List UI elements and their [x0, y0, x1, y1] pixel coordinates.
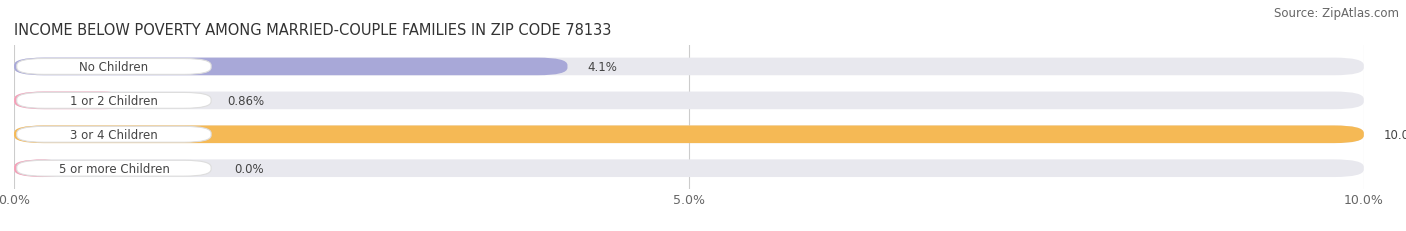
FancyBboxPatch shape: [14, 160, 67, 177]
Text: Source: ZipAtlas.com: Source: ZipAtlas.com: [1274, 7, 1399, 20]
FancyBboxPatch shape: [14, 58, 568, 76]
Text: INCOME BELOW POVERTY AMONG MARRIED-COUPLE FAMILIES IN ZIP CODE 78133: INCOME BELOW POVERTY AMONG MARRIED-COUPL…: [14, 23, 612, 38]
FancyBboxPatch shape: [17, 161, 211, 176]
FancyBboxPatch shape: [14, 92, 131, 110]
Text: 0.0%: 0.0%: [233, 162, 264, 175]
FancyBboxPatch shape: [17, 127, 211, 143]
Text: No Children: No Children: [79, 61, 149, 74]
FancyBboxPatch shape: [17, 59, 211, 75]
Text: 0.86%: 0.86%: [228, 94, 264, 107]
FancyBboxPatch shape: [14, 126, 1364, 143]
FancyBboxPatch shape: [14, 58, 1364, 76]
Text: 1 or 2 Children: 1 or 2 Children: [70, 94, 157, 107]
Text: 10.0%: 10.0%: [1384, 128, 1406, 141]
FancyBboxPatch shape: [14, 126, 1364, 143]
Text: 4.1%: 4.1%: [588, 61, 617, 74]
FancyBboxPatch shape: [14, 92, 1364, 110]
Text: 3 or 4 Children: 3 or 4 Children: [70, 128, 157, 141]
FancyBboxPatch shape: [14, 160, 1364, 177]
Text: 5 or more Children: 5 or more Children: [59, 162, 169, 175]
FancyBboxPatch shape: [17, 93, 211, 109]
